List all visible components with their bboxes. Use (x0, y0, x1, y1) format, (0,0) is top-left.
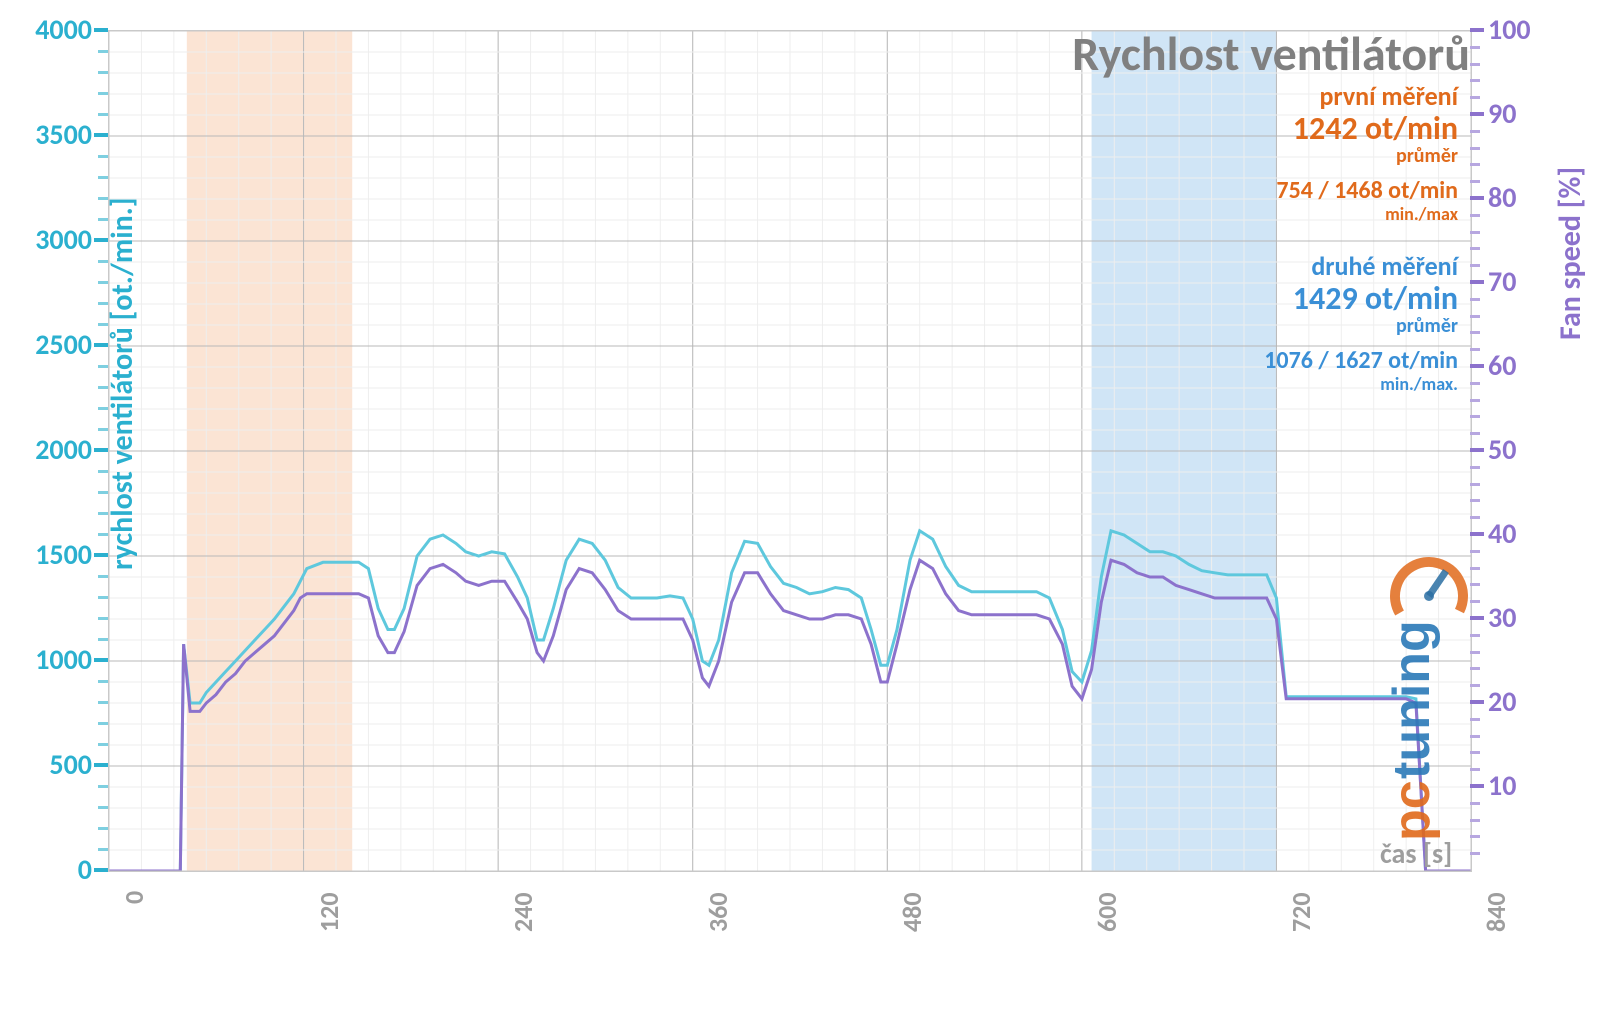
legend2-sub: průměr (1264, 316, 1458, 336)
svg-text:pc: pc (1384, 780, 1441, 841)
y-right-tick: 90 (1488, 96, 1548, 131)
y-left-axis-label: rychlost ventilátorů [ot./min.] (104, 198, 141, 570)
watermark-logo: pc tuning (1384, 541, 1474, 866)
legend2-minmax: 1076 / 1627 ot/min (1264, 346, 1458, 375)
x-tick: 120 (313, 892, 345, 932)
y-right-tick: 10 (1488, 768, 1548, 803)
y-right-tick: 40 (1488, 516, 1548, 551)
y-right-tick: 20 (1488, 684, 1548, 719)
y-right-tick: 50 (1488, 432, 1548, 467)
y-left-tick: 3500 (12, 117, 92, 152)
x-tick: 600 (1091, 892, 1123, 932)
legend1-title: první měření (1276, 80, 1458, 112)
x-tick: 360 (702, 892, 734, 932)
plot-svg (109, 31, 1471, 871)
y-right-tick: 80 (1488, 180, 1548, 215)
legend-first-measurement: první měření 1242 ot/min průměr 754 / 14… (1276, 80, 1458, 223)
y-right-tick: 70 (1488, 264, 1548, 299)
y-left-tick: 3000 (12, 222, 92, 257)
x-tick: 840 (1480, 892, 1512, 932)
y-left-tick: 1500 (12, 537, 92, 572)
x-tick: 0 (118, 891, 150, 904)
legend1-value: 1242 ot/min (1276, 112, 1458, 146)
y-left-tick: 500 (12, 747, 92, 782)
y-left-tick: 4000 (12, 12, 92, 47)
legend2-title: druhé měření (1264, 250, 1458, 282)
x-tick: 720 (1285, 892, 1317, 932)
chart-root: Rychlost ventilátorů rychlost ventilátor… (0, 0, 1600, 1009)
chart-title: Rychlost ventilátorů (1072, 24, 1470, 83)
y-left-tick: 2000 (12, 432, 92, 467)
plot-area (108, 30, 1472, 872)
svg-text:tuning: tuning (1384, 620, 1441, 779)
x-tick: 240 (507, 892, 539, 932)
y-right-tick: 100 (1488, 12, 1548, 47)
legend1-minmax: 754 / 1468 ot/min (1276, 176, 1458, 205)
y-right-tick: 30 (1488, 600, 1548, 635)
y-right-tick: 60 (1488, 348, 1548, 383)
x-tick: 480 (896, 892, 928, 932)
y-right-axis-label: Fan speed [%] (1552, 167, 1589, 340)
legend1-sub: průměr (1276, 146, 1458, 166)
y-left-tick: 0 (12, 852, 92, 887)
y-left-tick: 2500 (12, 327, 92, 362)
legend1-minmax-sub: min./max (1276, 205, 1458, 223)
y-left-tick: 1000 (12, 642, 92, 677)
legend2-minmax-sub: min./max. (1264, 375, 1458, 393)
legend-second-measurement: druhé měření 1429 ot/min průměr 1076 / 1… (1264, 250, 1458, 393)
legend2-value: 1429 ot/min (1264, 282, 1458, 316)
